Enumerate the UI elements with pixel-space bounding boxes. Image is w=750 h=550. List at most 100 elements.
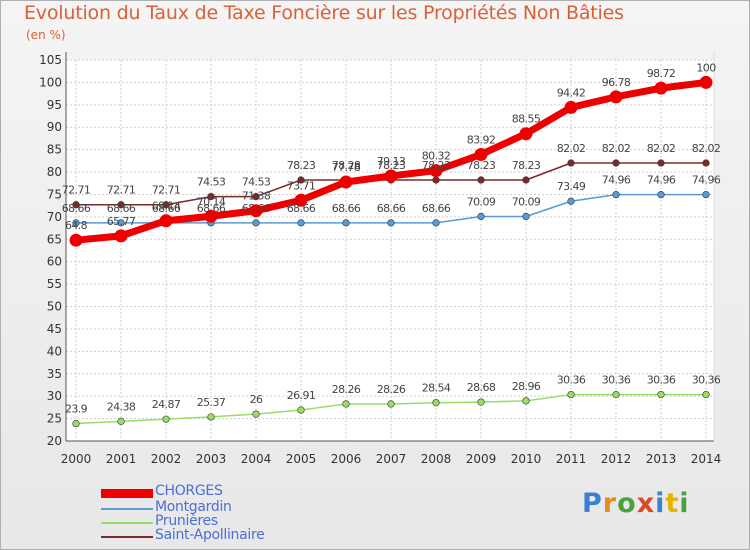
point-prunieres-2011: [567, 390, 575, 399]
data-label-montgardin-2011: 73.49: [557, 180, 586, 193]
x-tick-label-2002: 2002: [151, 452, 182, 466]
proxiti-logo: Proxiti: [582, 488, 690, 519]
data-label-saint-apollinaire-2010: 78.23: [512, 159, 541, 172]
point-montgardin-2013: [657, 191, 665, 199]
point-chorges-2010: [519, 127, 533, 141]
point-prunieres-2005: [297, 406, 305, 414]
x-tick-label-2009: 2009: [466, 452, 497, 466]
point-prunieres-2003: [207, 413, 215, 421]
point-chorges-2003: [204, 209, 218, 223]
point-montgardin-2011: [567, 197, 575, 205]
point-montgardin-2014: [702, 191, 710, 199]
y-tick-label-60: 60: [47, 255, 62, 269]
data-label-prunieres-2006: 28.26: [332, 383, 361, 396]
data-label-saint-apollinaire-2012: 82.02: [602, 142, 631, 155]
y-tick-label-45: 45: [47, 322, 62, 336]
data-label-prunieres-2014: 30.36: [692, 374, 721, 387]
point-saint-apollinaire-2001: [117, 201, 125, 209]
data-label-montgardin-2007: 68.66: [377, 202, 406, 215]
data-label-saint-apollinaire-2007: 78.23: [377, 159, 406, 172]
point-chorges-2014: [699, 75, 713, 89]
data-label-prunieres-2010: 28.96: [512, 380, 541, 393]
y-tick-label-40: 40: [47, 344, 62, 358]
data-label-saint-apollinaire-2011: 82.02: [557, 142, 586, 155]
y-tick-label-70: 70: [47, 210, 62, 224]
point-montgardin-2012: [612, 191, 620, 199]
point-saint-apollinaire-2010: [522, 176, 530, 184]
point-montgardin-2010: [522, 212, 530, 221]
legend-label-saint-apollinaire: Saint-Apollinaire: [155, 527, 265, 543]
point-chorges-2004: [249, 204, 263, 218]
plot-background: [66, 60, 714, 441]
point-chorges-2005: [294, 193, 308, 207]
x-tick-label-2001: 2001: [106, 452, 137, 466]
point-prunieres-2014: [702, 390, 710, 399]
legend-label-montgardin: Montgardin: [155, 499, 232, 515]
data-label-saint-apollinaire-2009: 78.23: [467, 159, 496, 172]
y-tick-label-20: 20: [47, 434, 62, 448]
data-label-chorges-2002: 69.14: [152, 200, 181, 213]
y-tick-label-75: 75: [47, 187, 62, 201]
data-label-chorges-2014: 100: [696, 61, 716, 74]
point-chorges-2007: [384, 169, 398, 183]
data-label-chorges-2000: 64.8: [65, 219, 88, 232]
point-montgardin-2006: [342, 219, 350, 227]
data-label-montgardin-2004: 68.66: [242, 202, 271, 215]
point-chorges-2000: [69, 233, 83, 247]
y-tick-label-30: 30: [47, 389, 62, 403]
point-saint-apollinaire-2005: [297, 176, 305, 184]
data-label-prunieres-2011: 30.36: [557, 374, 586, 387]
data-label-montgardin-2009: 70.09: [467, 195, 496, 208]
legend-label-chorges: CHORGES: [155, 483, 223, 499]
point-chorges-2012: [609, 90, 623, 104]
legend-swatch-prunieres: [101, 522, 153, 524]
y-tick-label-80: 80: [47, 165, 62, 179]
data-label-saint-apollinaire-2005: 78.23: [287, 159, 316, 172]
logo-letter: P: [582, 488, 603, 519]
data-label-prunieres-2007: 28.26: [377, 383, 406, 396]
y-tick-label-100: 100: [39, 75, 62, 89]
point-montgardin-2008: [432, 219, 440, 227]
point-prunieres-2007: [387, 400, 395, 408]
data-label-prunieres-2013: 30.36: [647, 374, 676, 387]
point-saint-apollinaire-2008: [432, 176, 440, 184]
data-label-prunieres-2009: 28.68: [467, 381, 496, 394]
point-chorges-2013: [654, 81, 668, 95]
data-label-prunieres-2008: 28.54: [422, 382, 451, 395]
x-tick-label-2000: 2000: [61, 452, 92, 466]
data-label-prunieres-2003: 25.37: [197, 396, 226, 409]
point-chorges-2011: [564, 100, 578, 114]
data-label-saint-apollinaire-2001: 72.71: [107, 184, 136, 197]
data-label-chorges-2011: 94.42: [557, 86, 586, 99]
data-label-montgardin-2012: 74.96: [602, 174, 631, 187]
data-label-saint-apollinaire-2000: 72.71: [62, 184, 91, 197]
y-tick-label-65: 65: [47, 232, 62, 246]
data-label-saint-apollinaire-2004: 74.53: [242, 176, 271, 189]
data-label-chorges-2004: 71.38: [242, 190, 271, 203]
point-chorges-2001: [114, 229, 128, 243]
y-tick-label-105: 105: [39, 53, 62, 67]
legend-label-prunieres: Prunières: [155, 513, 218, 529]
logo-letter: t: [665, 488, 680, 519]
x-tick-label-2011: 2011: [556, 452, 587, 466]
data-label-chorges-2005: 73.71: [287, 179, 316, 192]
point-saint-apollinaire-2002: [162, 201, 170, 209]
x-tick-label-2010: 2010: [511, 452, 542, 466]
data-label-chorges-2001: 65.77: [107, 215, 136, 228]
point-chorges-2002: [159, 214, 173, 228]
point-montgardin-2007: [387, 219, 395, 227]
data-label-chorges-2007: 79.13: [377, 155, 406, 168]
data-label-prunieres-2004: 26: [250, 393, 263, 406]
logo-letter: x: [636, 488, 656, 519]
data-label-montgardin-2013: 74.96: [647, 174, 676, 187]
data-label-chorges-2010: 88.55: [512, 113, 541, 126]
x-tick-label-2012: 2012: [601, 452, 632, 466]
x-tick-label-2007: 2007: [376, 452, 407, 466]
data-label-prunieres-2001: 24.38: [107, 400, 136, 413]
grid-layer: [66, 59, 714, 442]
point-prunieres-2004: [252, 410, 260, 418]
point-saint-apollinaire-2011: [567, 159, 575, 167]
point-montgardin-2005: [297, 219, 305, 227]
logo-letter: i: [679, 488, 690, 519]
